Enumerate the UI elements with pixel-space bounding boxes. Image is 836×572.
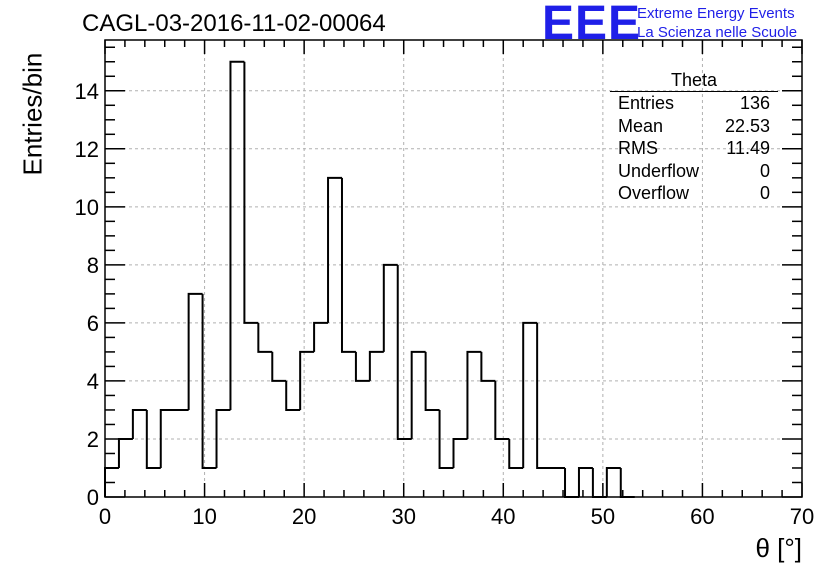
stats-label: Entries — [618, 93, 675, 113]
stats-box: Theta Entries 136 Mean 22.53 RMS 11.49 Unde… — [610, 70, 778, 205]
stats-row: Mean 22.53 — [610, 115, 778, 138]
x-axis-label: θ [°] — [755, 533, 802, 563]
stats-value: 0 — [759, 183, 770, 203]
stats-label: RMS — [618, 138, 658, 158]
x-tick-label: 70 — [790, 504, 814, 529]
axis-ticks — [104, 40, 803, 498]
x-tick-label: 50 — [591, 504, 615, 529]
stats-value: 136 — [739, 93, 770, 113]
stats-value: 11.49 — [726, 138, 770, 158]
y-tick-label: 2 — [87, 427, 99, 452]
y-tick-label: 6 — [87, 311, 99, 336]
stats-row: Overflow 0 — [610, 182, 778, 205]
chart-title: CAGL-03-2016-11-02-00064 — [82, 10, 386, 37]
y-tick-label: 14 — [75, 79, 99, 104]
y-tick-label: 10 — [75, 195, 99, 220]
x-tick-label: 40 — [491, 504, 515, 529]
plot-frame — [104, 39, 803, 498]
logo-caption: Extreme Energy Events La Scienza nelle S… — [637, 4, 797, 42]
stats-row: RMS 11.49 — [610, 137, 778, 160]
stats-label: Underflow — [618, 160, 700, 181]
y-tick-label: 0 — [87, 485, 99, 510]
eee-logo: EEE — [542, 0, 642, 50]
axis-tick-labels: 0 10 20 30 40 50 60 70 0 2 4 6 8 10 12 14 — [75, 79, 815, 529]
stats-label: Mean — [618, 115, 664, 136]
logo-line-2: La Scienza nelle Scuole — [637, 24, 798, 41]
stats-value: 0 — [759, 160, 770, 181]
x-tick-label: 30 — [391, 504, 415, 529]
x-tick-label: 20 — [292, 504, 316, 529]
histogram-step-path — [104, 60, 635, 498]
histogram-line — [104, 60, 635, 498]
stats-title: Theta — [610, 70, 778, 92]
stats-row: Entries 136 — [610, 92, 778, 115]
x-tick-label: 60 — [690, 504, 714, 529]
logo-line-1: Extreme Energy Events — [637, 5, 795, 22]
y-tick-label: 12 — [75, 137, 99, 162]
stats-row: Underflow 0 — [610, 160, 778, 183]
stats-label: Overflow — [618, 183, 690, 203]
y-axis-label: Entries/bin — [17, 52, 48, 176]
x-tick-label: 10 — [192, 504, 216, 529]
x-tick-label: 0 — [99, 504, 111, 529]
y-tick-label: 4 — [87, 369, 99, 394]
y-tick-label: 8 — [87, 253, 99, 278]
stats-value: 22.53 — [724, 115, 770, 136]
